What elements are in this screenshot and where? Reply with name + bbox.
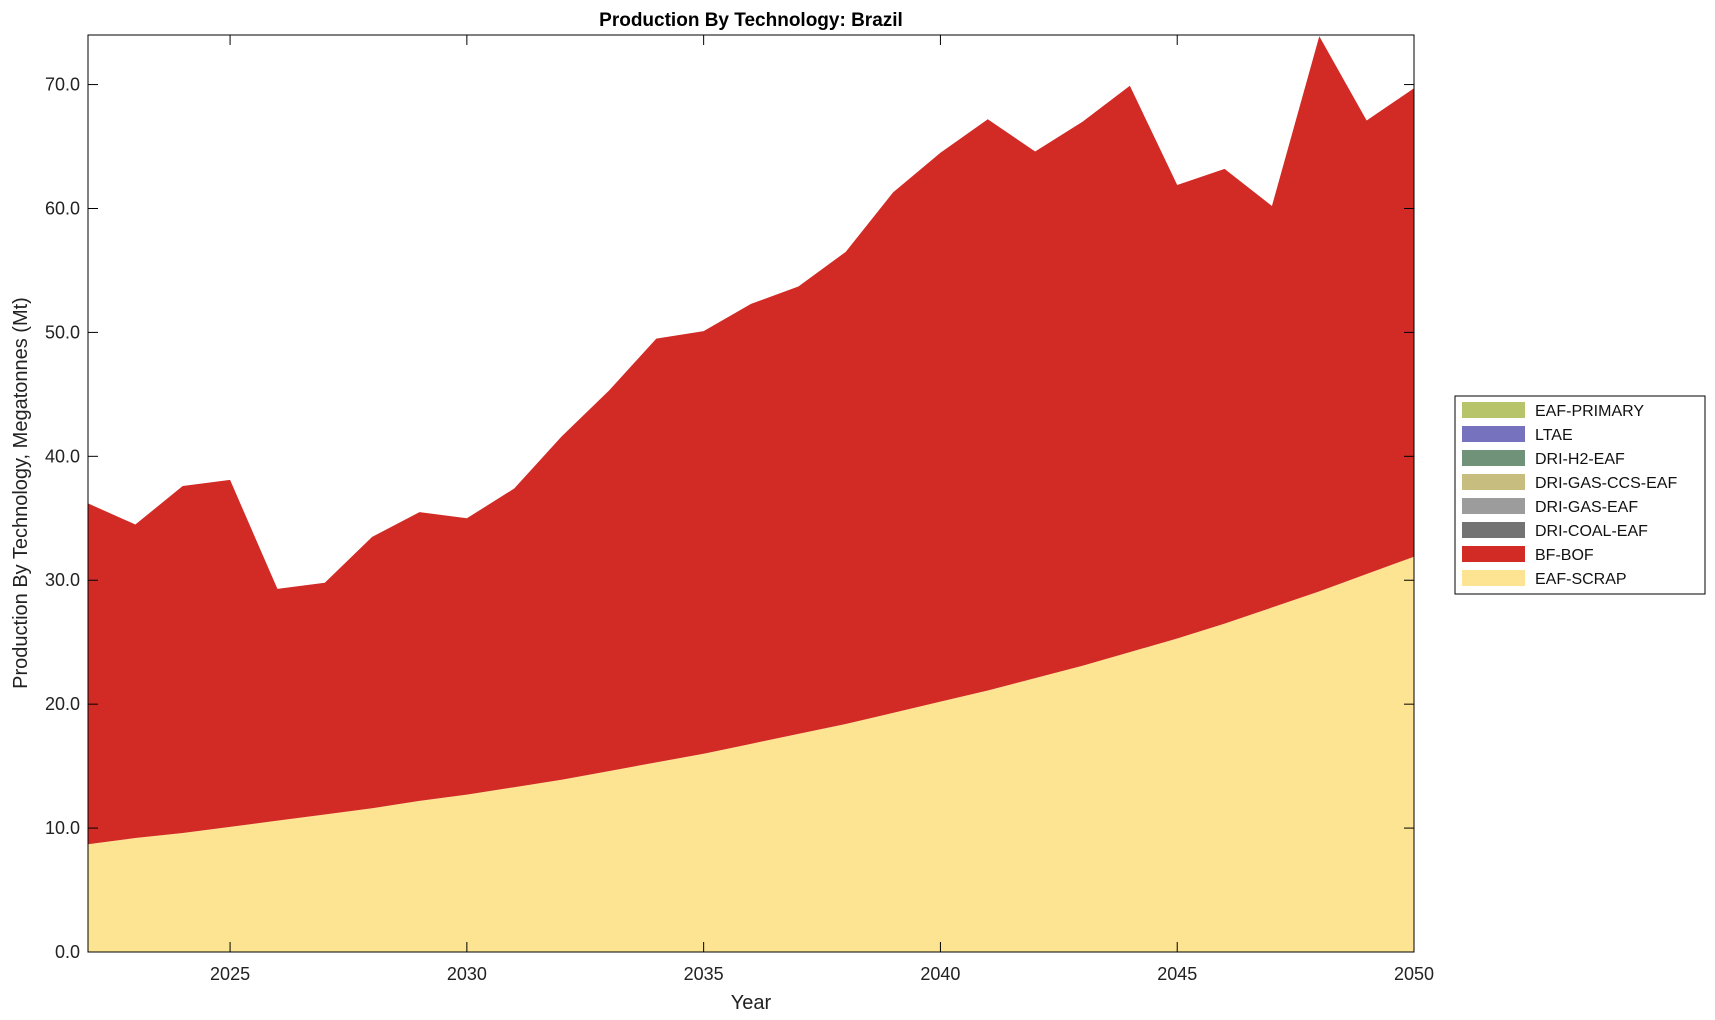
legend-label-dri-coal-eaf: DRI-COAL-EAF — [1535, 523, 1648, 540]
x-tick-label: 2035 — [684, 964, 724, 984]
y-tick-label: 30.0 — [45, 570, 80, 590]
y-tick-label: 60.0 — [45, 198, 80, 218]
y-axis-label: Production By Technology, Megatonnes (Mt… — [10, 297, 32, 689]
legend-label-eaf-primary: EAF-PRIMARY — [1535, 403, 1644, 420]
x-tick-label: 2025 — [210, 964, 250, 984]
x-tick-label: 2030 — [447, 964, 487, 984]
x-tick-label: 2050 — [1394, 964, 1434, 984]
legend-swatch-dri-h2-eaf — [1462, 450, 1525, 466]
plot-frame — [87, 34, 1415, 953]
legend-label-dri-h2-eaf: DRI-H2-EAF — [1535, 451, 1625, 468]
legend-swatch-ltae — [1462, 426, 1525, 442]
y-tick-label: 10.0 — [45, 818, 80, 838]
plot-areas — [88, 36, 1414, 952]
legend-label-bf-bof: BF-BOF — [1535, 547, 1594, 564]
y-tick-label: 40.0 — [45, 446, 80, 466]
legend-swatch-dri-coal-eaf — [1462, 522, 1525, 538]
y-tick-label: 50.0 — [45, 322, 80, 342]
legend-label-eaf-scrap: EAF-SCRAP — [1535, 571, 1627, 588]
x-axis-label: Year — [731, 992, 772, 1014]
legend-label-dri-gas-ccs-eaf: DRI-GAS-CCS-EAF — [1535, 475, 1677, 492]
y-tick-label: 70.0 — [45, 75, 80, 95]
x-tick-label: 2040 — [920, 964, 960, 984]
legend-swatch-dri-gas-eaf — [1462, 498, 1525, 514]
y-tick-label: 0.0 — [55, 942, 80, 962]
x-tick-label: 2045 — [1157, 964, 1197, 984]
legend-box — [1454, 395, 1706, 595]
legend-swatch-eaf-scrap — [1462, 570, 1525, 586]
legend-swatch-eaf-primary — [1462, 402, 1525, 418]
chart-title: Production By Technology: Brazil — [599, 10, 903, 31]
legend: EAF-PRIMARY LTAE DRI-H2-EAF DRI-GAS-CCS-EAF… — [1454, 395, 1706, 595]
area-series-bf-bof — [88, 36, 1414, 845]
legend-label-dri-gas-eaf: DRI-GAS-EAF — [1535, 499, 1638, 516]
legend-label-ltae: LTAE — [1535, 427, 1573, 444]
legend-swatch-bf-bof — [1462, 546, 1525, 562]
legend-swatch-dri-gas-ccs-eaf — [1462, 474, 1525, 490]
area-series-eaf-scrap — [88, 556, 1414, 952]
y-tick-label: 20.0 — [45, 694, 80, 714]
x-axis: 2025 2030 2035 2040 2045 2050 — [210, 35, 1434, 984]
y-axis: 0.0 10.0 20.0 30.0 40.0 50.0 60.0 70.0 — [45, 75, 1414, 962]
